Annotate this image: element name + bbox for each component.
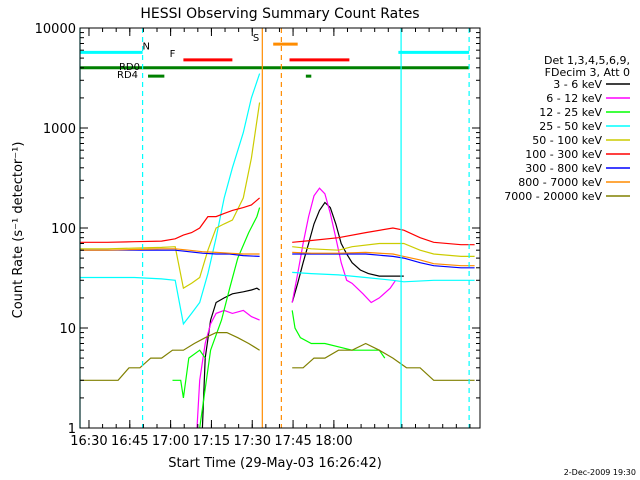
legend-label: 6 - 12 keV (546, 92, 602, 105)
series-line-4 (199, 207, 261, 429)
x-tick-label: 17:00 (152, 434, 189, 449)
legend-label: 12 - 25 keV (539, 106, 602, 119)
x-tick-label: 16:30 (70, 434, 107, 449)
chart-title: HESSI Observing Summary Count Rates (140, 6, 419, 22)
y-tick-label: 10 (59, 322, 76, 337)
legend-label: 50 - 100 keV (532, 134, 602, 147)
y-tick-label: 1000 (43, 122, 76, 137)
legend-label: 25 - 50 keV (539, 120, 602, 133)
series-line-2 (196, 309, 260, 429)
series-line-8 (292, 271, 475, 283)
flag-label-s: S (253, 33, 259, 44)
legend-header: FDecim 3, Att 0 (545, 66, 630, 79)
series-line-15 (80, 248, 260, 255)
series-line-11 (80, 197, 260, 243)
legend-label: 800 - 7000 keV (518, 176, 602, 189)
x-tick-label: 16:45 (111, 434, 148, 449)
footer-date: 2-Dec-2009 19:30 (564, 468, 636, 477)
series-line-10 (292, 242, 475, 257)
series-line-6 (172, 349, 206, 398)
series-line-9 (80, 102, 261, 290)
y-tick-label: 1 (68, 422, 76, 437)
series-layer (80, 73, 475, 429)
flag-label-f: F (170, 49, 176, 60)
series-line-17 (80, 332, 260, 381)
series-line-16 (292, 251, 475, 267)
x-tick-label: 17:30 (234, 434, 271, 449)
legend-label: 300 - 800 keV (525, 162, 602, 175)
series-line-14 (292, 253, 475, 269)
axis-layer: 1 10 100 1000 10000 16:30 16:45 17:00 17:15 17:30… (35, 22, 481, 449)
flag-label-n: N (143, 41, 150, 52)
series-line-5 (291, 310, 386, 359)
series-line-1 (291, 201, 404, 303)
flag-label-rd0: RD0 (119, 62, 140, 73)
legend: Det 1,3,4,5,6,9,FDecim 3, Att 03 - 6 keV… (504, 54, 630, 203)
legend-label: 7000 - 20000 keV (504, 190, 602, 203)
series-line-18 (292, 342, 475, 381)
flag-label-rd4: RD4 (117, 70, 138, 81)
series-line-12 (292, 227, 475, 246)
x-tick-label: 18:00 (315, 434, 352, 449)
legend-label: 100 - 300 keV (525, 148, 602, 161)
y-axis-label: Count Rate (s⁻¹ detector⁻¹) (11, 142, 26, 319)
series-line-0 (201, 287, 260, 429)
series-line-7 (80, 73, 261, 326)
x-tick-label: 17:15 (193, 434, 230, 449)
y-tick-label: 10000 (35, 22, 76, 37)
x-axis-label: Start Time (29-May-03 16:26:42) (168, 456, 382, 471)
y-tick-label: 100 (51, 222, 76, 237)
x-tick-label: 17:45 (274, 434, 311, 449)
legend-label: 3 - 6 keV (553, 78, 602, 91)
legend-header: Det 1,3,4,5,6,9, (544, 54, 630, 67)
